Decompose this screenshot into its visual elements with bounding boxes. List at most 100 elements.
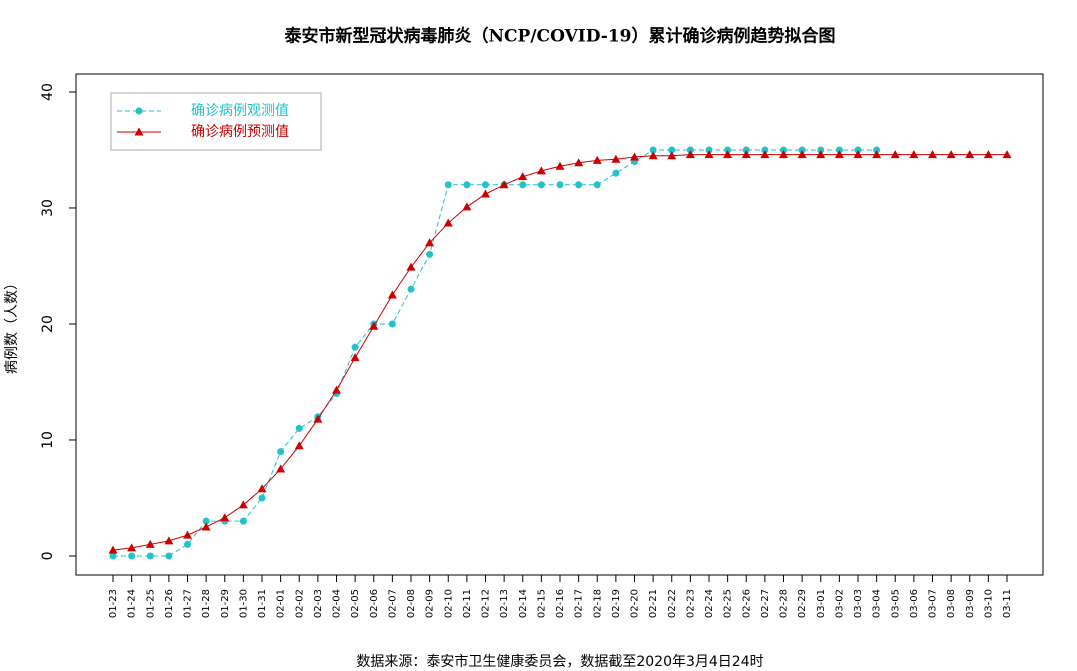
point: [611, 154, 621, 163]
x-tick-label: 02-02: [294, 589, 305, 618]
x-tick-label: 03-11: [1002, 589, 1013, 618]
point: [443, 218, 453, 227]
point: [686, 146, 694, 154]
x-tick-label: 03-06: [909, 589, 920, 618]
point: [668, 146, 676, 154]
series-line: [113, 149, 877, 557]
point: [556, 181, 564, 189]
x-tick-label: 03-10: [983, 589, 994, 618]
point: [779, 150, 788, 159]
x-tick-label: 03-08: [946, 589, 957, 618]
x-tick-label: 01-23: [108, 589, 119, 618]
point: [146, 552, 154, 560]
point: [332, 385, 341, 394]
point: [667, 151, 677, 160]
x-tick-label: 03-02: [834, 589, 845, 618]
point: [481, 189, 490, 198]
point: [760, 150, 770, 159]
point: [798, 146, 806, 154]
x-tick-label: 02-24: [704, 589, 715, 618]
x-tick-label: 02-18: [592, 589, 603, 618]
point: [724, 146, 732, 154]
point: [723, 150, 733, 159]
y-tick-label: 40: [40, 83, 56, 101]
point: [704, 150, 714, 159]
x-tick-label: 02-26: [741, 589, 752, 618]
point: [108, 545, 118, 554]
point: [257, 484, 267, 493]
x-tick-label: 02-13: [499, 589, 510, 618]
point: [592, 155, 602, 164]
x-tick-label: 02-08: [406, 589, 417, 618]
point: [406, 262, 416, 271]
x-tick-label: 01-26: [164, 589, 175, 618]
point: [873, 146, 881, 154]
x-tick-label: 02-29: [797, 589, 808, 618]
x-tick-label: 02-03: [313, 589, 324, 618]
x-tick-label: 02-11: [462, 589, 473, 618]
point: [537, 181, 545, 189]
x-tick-label: 02-15: [536, 589, 547, 618]
x-tick-label: 02-20: [630, 589, 641, 618]
point: [519, 181, 527, 189]
point: [890, 150, 900, 159]
x-tick-label: 02-06: [369, 589, 380, 618]
point: [184, 540, 191, 548]
point: [854, 146, 862, 154]
point: [127, 543, 137, 552]
x-tick-label: 02-04: [332, 589, 343, 618]
point: [407, 285, 415, 293]
x-tick-label: 02-05: [350, 589, 361, 618]
point: [183, 530, 192, 539]
x-tick-label: 01-28: [201, 589, 212, 618]
point: [220, 513, 230, 522]
point: [574, 158, 584, 167]
point: [145, 539, 155, 548]
point: [462, 202, 472, 211]
y-tick-label: 30: [40, 199, 56, 217]
point: [1002, 150, 1012, 159]
point: [128, 552, 136, 560]
point: [425, 238, 435, 247]
x-tick-label: 01-31: [257, 589, 268, 618]
point: [705, 146, 713, 154]
point: [816, 150, 826, 159]
point: [965, 150, 975, 159]
x-tick-label: 01-29: [220, 589, 231, 618]
x-tick-label: 02-17: [574, 589, 585, 618]
point: [648, 151, 658, 160]
point: [536, 166, 546, 175]
point: [741, 150, 751, 159]
legend-label: 确诊病例预测值: [191, 124, 289, 140]
point: [350, 353, 360, 362]
point: [351, 343, 359, 351]
x-tick-label: 03-07: [928, 589, 939, 618]
point: [463, 181, 471, 189]
point: [649, 146, 657, 154]
point: [164, 536, 174, 545]
x-tick-label: 01-30: [238, 589, 249, 618]
point: [630, 152, 639, 161]
point: [761, 146, 769, 154]
point: [909, 150, 919, 159]
x-tick-label: 02-23: [685, 589, 696, 618]
point: [202, 517, 210, 525]
point: [165, 552, 173, 560]
caption: 数据来源：泰安市卫生健康委员会，数据截至2020年3月4日24时: [356, 653, 763, 670]
x-tick-label: 03-01: [816, 589, 827, 618]
chart-title: 泰安市新型冠状病毒肺炎（NCP/COVID-19）累计确诊病例趋势拟合图: [284, 26, 835, 47]
x-tick-label: 03-09: [965, 589, 976, 618]
point: [780, 146, 787, 154]
point: [426, 250, 434, 258]
point: [928, 150, 937, 159]
x-tick-label: 03-05: [890, 589, 901, 618]
point: [612, 169, 620, 177]
x-tick-label: 02-14: [518, 589, 529, 618]
x-tick-label: 02-01: [276, 589, 287, 618]
point: [518, 172, 528, 181]
point: [201, 522, 211, 531]
point: [369, 321, 379, 330]
y-tick-label: 0: [40, 552, 56, 561]
point: [277, 448, 285, 456]
x-tick-label: 01-24: [127, 589, 138, 618]
